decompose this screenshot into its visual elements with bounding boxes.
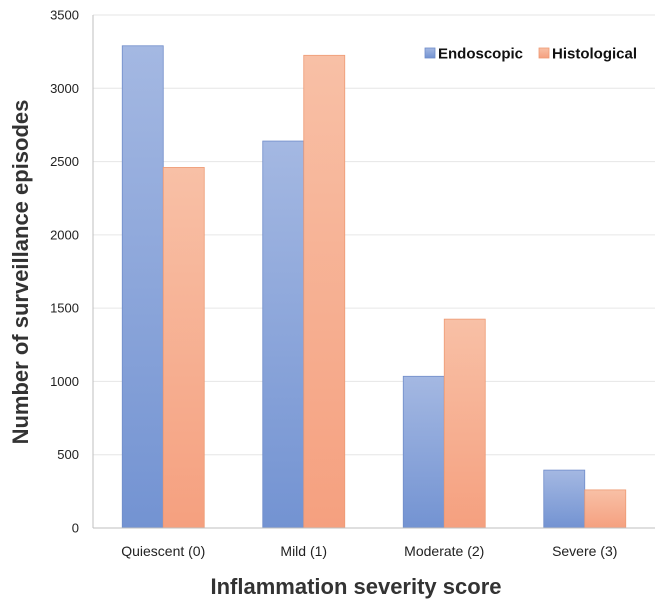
x-category-label: Quiescent (0) [121, 543, 205, 559]
y-tick-label: 1000 [50, 374, 79, 389]
y-tick-label: 1500 [50, 301, 79, 316]
legend-label-endoscopic: Endoscopic [438, 46, 523, 63]
x-category-label: Severe (3) [552, 543, 617, 559]
bar-endoscopic-0 [121, 45, 164, 529]
axes [92, 15, 655, 529]
legend-swatch-endoscopic [424, 47, 436, 59]
legend-swatch-histological [538, 47, 550, 59]
x-category-label: Mild (1) [280, 543, 327, 559]
x-category-label: Moderate (2) [404, 543, 484, 559]
y-tick-label: 2000 [50, 227, 79, 242]
y-tick-label: 3500 [50, 8, 79, 23]
x-category-labels: Quiescent (0) Mild (1) Moderate (2) Severe … [121, 543, 617, 559]
bars [121, 45, 627, 529]
x-axis-title: Inflammation severity score [210, 574, 501, 599]
y-tick-label: 3000 [50, 81, 79, 96]
y-axis-title: Number of surveillance episodes [8, 100, 33, 445]
bar-histological-3 [584, 489, 627, 529]
bar-histological-0 [162, 167, 205, 529]
bar-endoscopic-2 [402, 375, 445, 529]
bar-endoscopic-3 [543, 469, 586, 529]
y-tick-label: 500 [57, 447, 79, 462]
y-tick-labels: 0 500 1000 1500 2000 2500 3000 3500 [50, 8, 79, 536]
bar-histological-2 [443, 318, 486, 529]
bar-endoscopic-1 [262, 140, 305, 529]
y-tick-label: 2500 [50, 154, 79, 169]
legend-label-histological: Histological [552, 46, 637, 63]
legend: Endoscopic Histological [424, 46, 637, 63]
bar-histological-1 [303, 54, 346, 529]
y-tick-label: 0 [72, 521, 79, 536]
